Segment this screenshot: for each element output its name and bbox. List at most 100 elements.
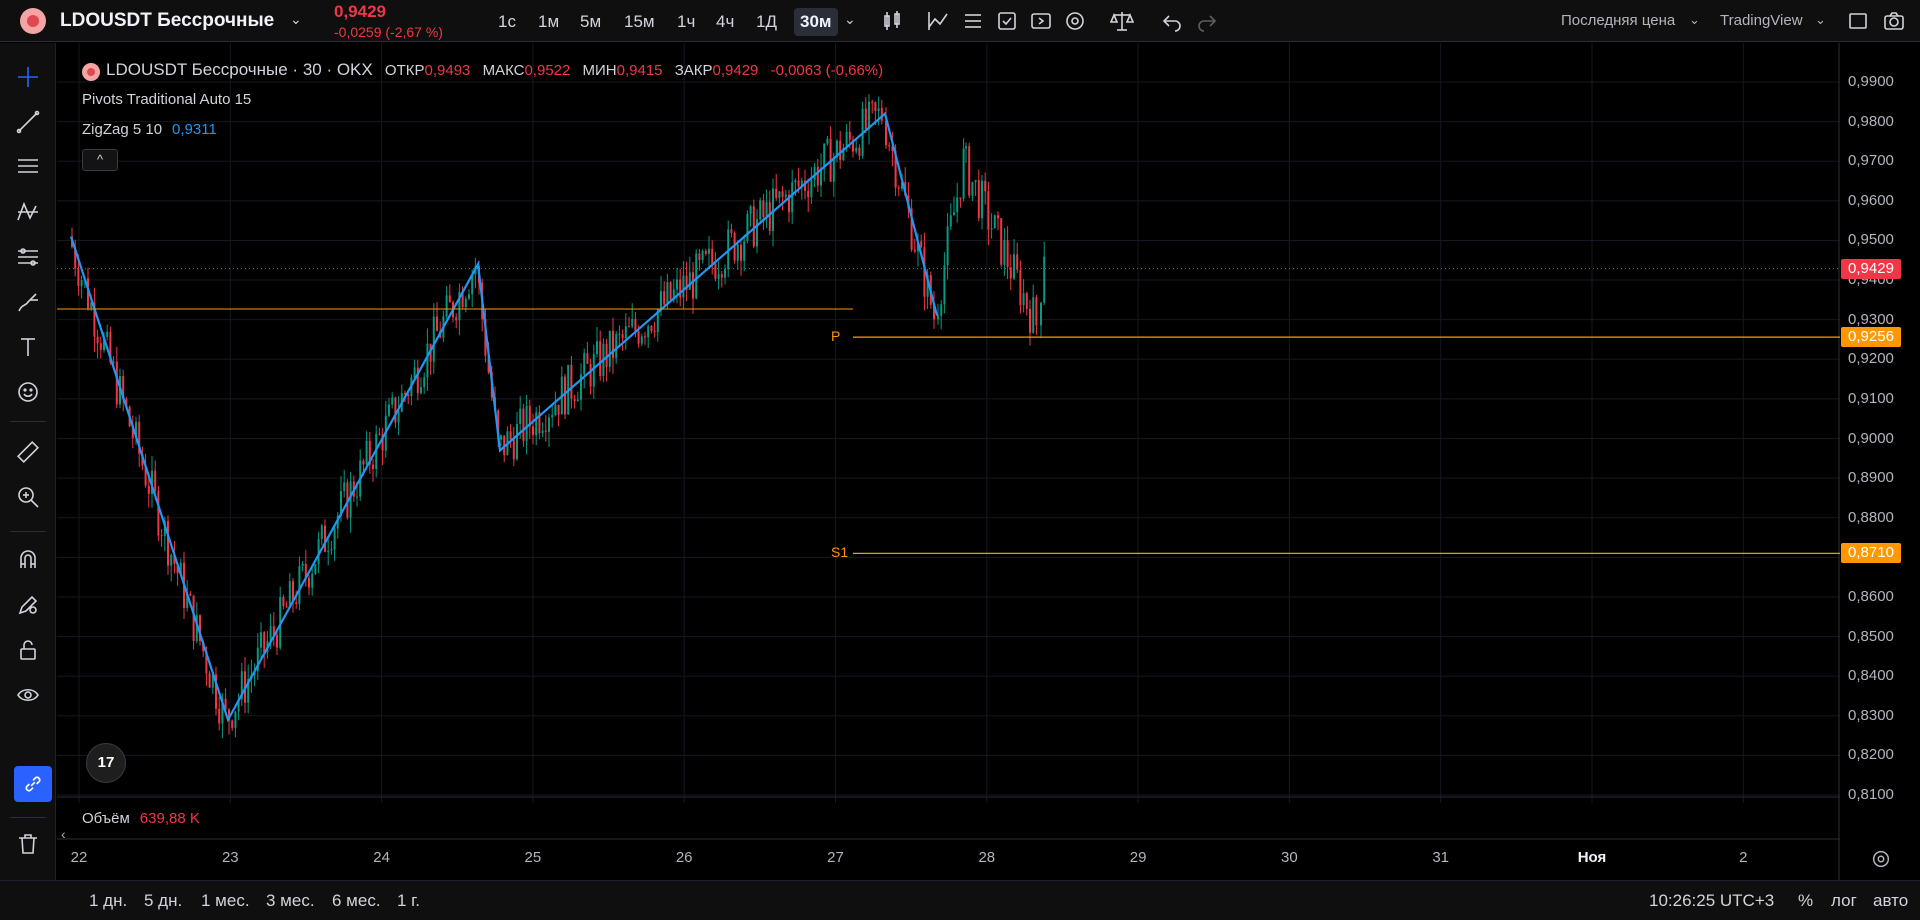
candle-up xyxy=(112,361,115,363)
text-tool-icon[interactable] xyxy=(16,335,40,359)
interval-1s[interactable]: 1с xyxy=(498,12,516,31)
candle-up xyxy=(343,482,346,492)
indicator-templates-icon[interactable] xyxy=(961,9,985,33)
candle-up xyxy=(311,573,314,588)
legend-symbol[interactable]: LDOUSDT Бессрочные · 30 · OKX xyxy=(106,60,373,79)
range-3m[interactable]: 3 мес. xyxy=(266,891,315,910)
candle-up xyxy=(103,336,105,350)
candle-down xyxy=(215,674,217,709)
trash-icon[interactable] xyxy=(16,832,40,856)
alert-icon[interactable] xyxy=(995,9,1019,33)
interval-5m[interactable]: 5м xyxy=(580,12,602,31)
candle-down xyxy=(295,602,298,604)
candle-up xyxy=(445,295,448,317)
crosshair-icon[interactable] xyxy=(16,65,40,89)
undo-icon[interactable] xyxy=(1160,9,1184,33)
candle-down xyxy=(852,139,854,152)
legend-zigzag-indicator[interactable]: ZigZag 5 10 0,9311 xyxy=(82,121,217,138)
legend-close: 0,9429 xyxy=(712,62,759,79)
compare-scales-icon[interactable] xyxy=(1109,9,1135,33)
tradingview-logo[interactable]: 17 xyxy=(86,743,126,783)
candle-down xyxy=(125,399,128,407)
price-type-select[interactable]: Последняя цена xyxy=(1561,12,1676,29)
log-scale-toggle[interactable]: лог xyxy=(1831,891,1857,910)
auto-scale-toggle[interactable]: авто xyxy=(1873,891,1909,910)
interval-1h[interactable]: 1ч xyxy=(677,12,696,31)
horizontal-lines-icon[interactable] xyxy=(16,155,40,179)
candle-down xyxy=(436,316,438,331)
candle-down xyxy=(292,581,294,603)
interval-30m-active[interactable]: 30м xyxy=(794,8,838,36)
candle-down xyxy=(157,491,160,536)
fullscreen-icon[interactable] xyxy=(1846,9,1870,33)
symbol-chevron-down-icon[interactable]: ⌄ xyxy=(290,11,302,27)
candle-down xyxy=(685,275,688,290)
settings-gear-icon[interactable] xyxy=(1063,9,1087,33)
candle-down xyxy=(160,535,163,537)
ruler-icon[interactable] xyxy=(16,440,40,464)
interval-4h[interactable]: 4ч xyxy=(716,12,735,31)
candle-down xyxy=(720,274,723,278)
indicators-icon[interactable] xyxy=(926,9,950,33)
price-tick: 0,8400 xyxy=(1848,667,1894,685)
clock-timezone[interactable]: 10:26:25 UTC+3 xyxy=(1649,891,1775,910)
range-1m[interactable]: 1 мес. xyxy=(201,891,250,910)
candle-up xyxy=(432,316,435,362)
scroll-left-arrow-icon[interactable]: ‹ xyxy=(61,826,66,842)
volume-legend[interactable]: Объём 639,88 K xyxy=(82,810,200,827)
toolbar-divider xyxy=(10,817,46,818)
candle-up xyxy=(1022,293,1025,306)
provider-select[interactable]: TradingView xyxy=(1720,12,1803,29)
symbol-title[interactable]: LDOUSDT Бессрочные xyxy=(60,10,275,31)
price-tick: 0,9300 xyxy=(1848,310,1894,328)
candle-up xyxy=(836,140,838,158)
legend-pivots-indicator[interactable]: Pivots Traditional Auto 15 xyxy=(82,91,252,108)
candle-down xyxy=(589,363,592,387)
interval-dropdown-chevron-icon[interactable]: ⌄ xyxy=(844,11,856,27)
candle-down xyxy=(839,140,842,161)
lock-icon[interactable] xyxy=(16,638,40,662)
zoom-in-icon[interactable] xyxy=(16,485,40,509)
candle-up xyxy=(468,294,470,299)
collapse-legend-button[interactable]: ^ xyxy=(82,149,118,171)
range-5d[interactable]: 5 дн. xyxy=(144,891,183,910)
redo-icon[interactable] xyxy=(1195,9,1219,33)
range-1d[interactable]: 1 дн. xyxy=(89,891,128,910)
price-chart[interactable] xyxy=(57,43,1840,880)
price-type-chevron-icon[interactable]: ⌄ xyxy=(1689,12,1700,27)
candle-down xyxy=(205,651,208,674)
link-icon[interactable] xyxy=(14,766,52,802)
provider-chevron-icon[interactable]: ⌄ xyxy=(1815,12,1826,27)
candle-down xyxy=(605,343,608,367)
range-6m[interactable]: 6 мес. xyxy=(332,891,381,910)
brush-icon[interactable] xyxy=(16,290,40,314)
emoji-icon[interactable] xyxy=(16,380,40,404)
patterns-icon[interactable] xyxy=(16,200,40,224)
interval-1d[interactable]: 1Д xyxy=(756,12,777,31)
range-1y[interactable]: 1 г. xyxy=(397,891,421,910)
candle-down xyxy=(885,120,887,146)
snapshot-icon[interactable] xyxy=(1882,9,1906,33)
percent-scale-toggle[interactable]: % xyxy=(1798,891,1814,910)
magnet-icon[interactable] xyxy=(16,548,40,572)
price-tick: 0,8500 xyxy=(1848,627,1894,645)
replay-icon[interactable] xyxy=(1029,9,1053,33)
candle-up xyxy=(288,581,291,608)
eye-icon[interactable] xyxy=(16,683,40,707)
candle-down xyxy=(324,525,326,552)
candle-up xyxy=(365,440,368,465)
axis-settings-gear-icon[interactable] xyxy=(1870,848,1892,870)
lock-drawing-pencil-icon[interactable] xyxy=(16,593,40,617)
candle-up xyxy=(631,318,634,327)
interval-1m[interactable]: 1м xyxy=(538,12,560,31)
candle-up xyxy=(746,213,749,242)
candles-chart-type-icon[interactable] xyxy=(880,9,904,33)
forecasting-icon[interactable] xyxy=(16,245,40,269)
candle-down xyxy=(1000,218,1003,265)
candle-down xyxy=(920,241,923,248)
candle-down xyxy=(891,146,894,151)
trend-line-icon[interactable] xyxy=(16,110,40,134)
interval-15m[interactable]: 15м xyxy=(624,12,655,31)
price-tick: 0,9000 xyxy=(1848,429,1894,447)
symbol-logo-icon[interactable] xyxy=(20,8,46,34)
